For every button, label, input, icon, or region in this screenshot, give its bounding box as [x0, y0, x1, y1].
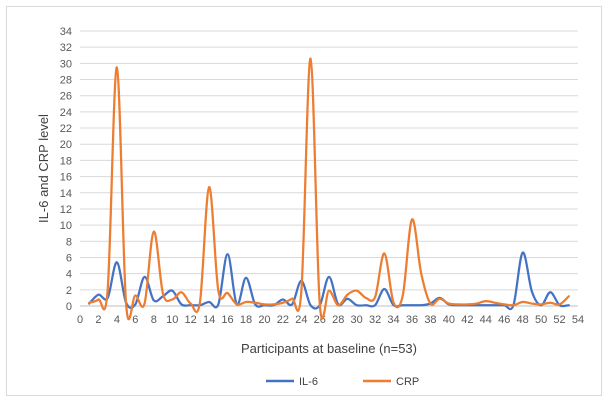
x-tick-label-50: 50: [535, 314, 547, 326]
x-tick-label-28: 28: [332, 314, 344, 326]
x-tick-label-24: 24: [295, 314, 307, 326]
y-tick-label-32: 32: [60, 42, 72, 54]
x-tick-label-40: 40: [443, 314, 455, 326]
y-tick-label-20: 20: [60, 139, 72, 151]
x-tick-label-18: 18: [240, 314, 252, 326]
legend: IL-6 CRP: [266, 376, 419, 388]
y-tick-label-6: 6: [66, 252, 72, 264]
x-tick-label-42: 42: [461, 314, 473, 326]
gridlines: [80, 30, 578, 307]
x-tick-label-30: 30: [351, 314, 363, 326]
x-tick-label-12: 12: [185, 314, 197, 326]
y-tick-label-16: 16: [60, 172, 72, 184]
y-tick-label-28: 28: [60, 75, 72, 87]
y-tick-label-18: 18: [60, 155, 72, 167]
x-tick-label-46: 46: [498, 314, 510, 326]
x-axis-title: Participants at baseline (n=53): [241, 341, 417, 356]
x-tick-label-2: 2: [95, 314, 101, 326]
x-tick-label-52: 52: [553, 314, 565, 326]
y-tick-label-34: 34: [60, 26, 72, 38]
legend-label-il-6: IL-6: [299, 376, 318, 388]
y-tick-label-12: 12: [60, 204, 72, 216]
series-line-crp: [88, 57, 570, 321]
y-tick-label-10: 10: [60, 220, 72, 232]
y-axis-title: IL-6 and CRP level: [36, 114, 51, 223]
x-tick-label-38: 38: [424, 314, 436, 326]
y-tick-label-2: 2: [66, 285, 72, 297]
x-tick-label-10: 10: [166, 314, 178, 326]
x-tick-label-32: 32: [369, 314, 381, 326]
x-axis: 0 2 4 6 8 10 12 14 16 18 20 22 24 26 28 30 32 34 36 38 40 42 4…: [77, 314, 584, 326]
y-tick-label-26: 26: [60, 91, 72, 103]
legend-label-crp: CRP: [396, 376, 419, 388]
x-tick-label-44: 44: [480, 314, 492, 326]
x-tick-label-8: 8: [151, 314, 157, 326]
series-layer: [88, 57, 570, 321]
y-tick-label-30: 30: [60, 58, 72, 70]
x-tick-label-6: 6: [132, 314, 138, 326]
x-tick-label-0: 0: [77, 314, 83, 326]
x-tick-label-20: 20: [258, 314, 270, 326]
y-tick-label-14: 14: [60, 188, 72, 200]
x-tick-label-22: 22: [277, 314, 289, 326]
y-tick-label-8: 8: [66, 236, 72, 248]
x-tick-label-16: 16: [221, 314, 233, 326]
x-tick-label-34: 34: [387, 314, 399, 326]
x-tick-label-14: 14: [203, 314, 215, 326]
y-tick-label-0: 0: [66, 301, 72, 313]
y-tick-label-24: 24: [60, 107, 72, 119]
x-tick-label-54: 54: [572, 314, 584, 326]
y-tick-label-22: 22: [60, 123, 72, 135]
y-tick-label-4: 4: [66, 269, 72, 281]
x-tick-label-48: 48: [517, 314, 529, 326]
series-line-il-6: [88, 251, 570, 311]
x-tick-label-4: 4: [114, 314, 120, 326]
x-tick-label-36: 36: [406, 314, 418, 326]
